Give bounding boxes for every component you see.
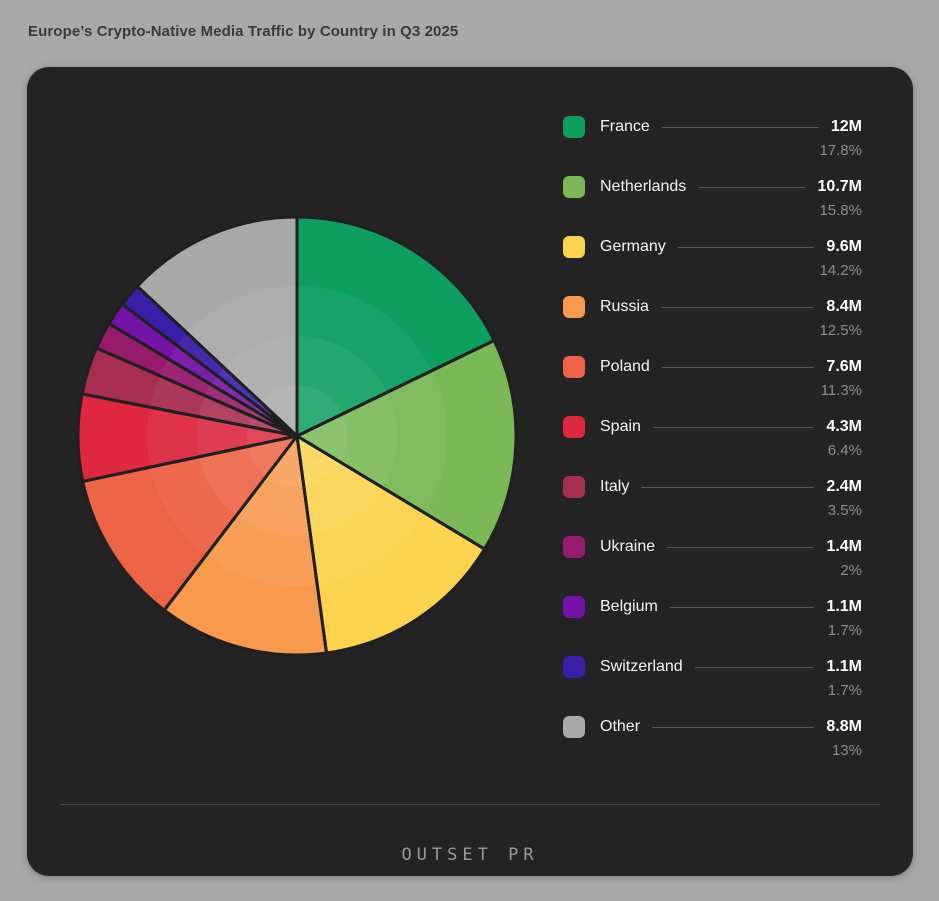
legend-value: 8.4M [826,298,862,315]
legend-swatch [563,716,585,738]
pie-slice-ukraine [96,323,298,436]
pie-slice-poland [82,436,297,611]
legend-connector-line [661,366,815,368]
legend-label: Spain [600,418,641,435]
legend-swatch [563,296,585,318]
legend-swatch [563,356,585,378]
brand-logo: OUTSET PR [401,845,539,865]
legend-item-ukraine: Ukraine 1.4M 2% [563,535,862,595]
legend-percent: 12.5% [819,322,862,339]
legend-label: Other [600,718,641,735]
legend-connector-line [669,606,815,608]
pie-slice-border [295,338,518,551]
legend-connector-line [652,726,815,728]
pie-slice-switzerland [122,286,297,436]
legend-label: Netherlands [600,178,687,195]
legend-item-main-row: Italy 2.4M [563,475,862,499]
legend-value: 1.1M [826,598,862,615]
legend-item-poland: Poland 7.6M 11.3% [563,355,862,415]
legend-percent: 13% [831,742,862,759]
pie-slice-border [81,434,299,612]
pie-slice-border [295,434,487,655]
legend-swatch [563,656,585,678]
pie-slice-border [135,215,299,438]
legend-percent: 1.7% [827,682,862,699]
legend-value: 9.6M [826,238,862,255]
legend-percent: 1.7% [827,622,862,639]
pie-slice-germany [297,436,485,653]
legend-value: 8.8M [826,718,862,735]
legend-item-main-row: Other 8.8M [563,715,862,739]
legend-item-main-row: France 12M [563,115,862,139]
legend-connector-line [661,126,819,128]
legend-swatch [563,236,585,258]
legend-percent: 15.8% [819,202,862,219]
legend-swatch [563,116,585,138]
legend-item-main-row: Netherlands 10.7M [563,175,862,199]
legend-value: 1.4M [826,538,862,555]
chart-card: France 12M 17.8% Netherlands 10.7M 15.8% Germa… [27,67,913,876]
pie-slice-other [137,217,297,436]
legend-connector-line [698,186,806,188]
legend-label: Belgium [600,598,658,615]
legend-item-main-row: Russia 8.4M [563,295,862,319]
legend-value: 7.6M [826,358,862,375]
legend-connector-line [677,246,815,248]
legend-label: Switzerland [600,658,683,675]
legend-percent: 3.5% [827,502,862,519]
legend-item-main-row: Switzerland 1.1M [563,655,862,679]
legend-swatch [563,416,585,438]
legend-percent: 2% [840,562,862,579]
legend-connector-line [660,306,815,308]
legend-item-main-row: Belgium 1.1M [563,595,862,619]
legend-connector-line [694,666,815,668]
legend-label: Ukraine [600,538,656,555]
legend-item-netherlands: Netherlands 10.7M 15.8% [563,175,862,235]
legend-swatch [563,176,585,198]
legend-value: 4.3M [826,418,862,435]
legend-item-main-row: Spain 4.3M [563,415,862,439]
legend-connector-line [641,486,815,488]
pie-slice-spain [77,393,297,482]
pie-slice-border [295,215,496,438]
legend-label: France [600,118,650,135]
legend-label: Germany [600,238,666,255]
page-title: Europe’s Crypto-Native Media Traffic by … [28,23,459,40]
legend-item-spain: Spain 4.3M 6.4% [563,415,862,475]
legend-item-main-row: Poland 7.6M [563,355,862,379]
legend-item-belgium: Belgium 1.1M 1.7% [563,595,862,655]
pie-chart [76,215,518,657]
legend-label: Russia [600,298,649,315]
legend-value: 2.4M [826,478,862,495]
legend-swatch [563,476,585,498]
legend-percent: 14.2% [819,262,862,279]
legend: France 12M 17.8% Netherlands 10.7M 15.8% Germa… [563,115,862,775]
legend-percent: 17.8% [819,142,862,159]
legend-connector-line [652,426,815,428]
legend-swatch [563,596,585,618]
pie-slice-netherlands [297,340,517,550]
legend-label: Italy [600,478,630,495]
legend-value: 12M [830,118,862,135]
legend-percent: 6.4% [827,442,862,459]
legend-percent: 11.3% [820,382,862,399]
pie-slice-russia [164,436,327,655]
legend-item-main-row: Germany 9.6M [563,235,862,259]
legend-swatch [563,536,585,558]
legend-item-france: France 12M 17.8% [563,115,862,175]
pie-slice-border [162,434,329,657]
pie-slice-france [297,217,495,436]
legend-value: 10.7M [817,178,862,195]
legend-label: Poland [600,358,650,375]
pie-slice-belgium [109,304,297,436]
legend-item-switzerland: Switzerland 1.1M 1.7% [563,655,862,715]
legend-item-germany: Germany 9.6M 14.2% [563,235,862,295]
legend-item-main-row: Ukraine 1.4M [563,535,862,559]
legend-value: 1.1M [826,658,862,675]
legend-connector-line [667,546,815,548]
legend-item-other: Other 8.8M 13% [563,715,862,775]
footer-divider [60,804,880,805]
legend-item-russia: Russia 8.4M 12.5% [563,295,862,355]
legend-item-italy: Italy 2.4M 3.5% [563,475,862,535]
